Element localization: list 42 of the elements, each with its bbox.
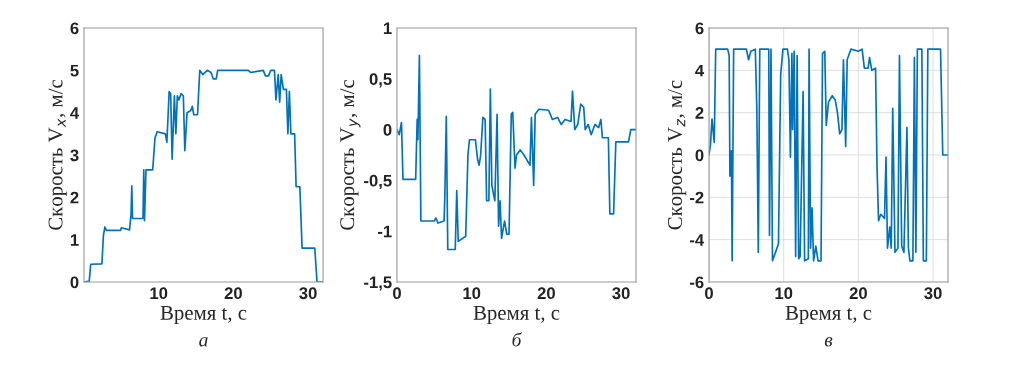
x-tick-label: 10 bbox=[463, 287, 481, 300]
y-tick-label: -1 bbox=[377, 225, 392, 238]
y-axis-title: Скорость V$_{z}$, м/с bbox=[668, 80, 687, 230]
text: а bbox=[199, 337, 208, 347]
y-tick-label: 0 bbox=[695, 149, 704, 162]
y-tick-label: 5 bbox=[70, 64, 79, 77]
x-tick-label: 30 bbox=[924, 287, 942, 300]
y-axis-title: Скорость V$_{y}$, м/с bbox=[340, 79, 361, 230]
y-tick-label: 6 bbox=[695, 22, 704, 35]
y-tick-label: 0 bbox=[383, 124, 392, 136]
y-tick-label: -4 bbox=[689, 234, 705, 246]
y-tick-label: -0,5 bbox=[364, 174, 392, 190]
x-tick-label: 10 bbox=[775, 287, 793, 300]
y-tick-label: 1 bbox=[70, 234, 79, 246]
x-axis-title: Время t, с bbox=[160, 305, 247, 325]
x-axis-title: Время t, с bbox=[473, 305, 560, 325]
x-tick-label: 10 bbox=[150, 287, 168, 300]
x-tick-label: 0 bbox=[705, 287, 713, 300]
x-tick-label: 0 bbox=[393, 287, 401, 300]
y-tick-label: 4 bbox=[695, 64, 705, 77]
y-tick-label: -2 bbox=[689, 191, 704, 204]
x-tick-label: 20 bbox=[537, 287, 555, 300]
x-tick-label: 20 bbox=[224, 287, 242, 300]
y-tick-label: -6 bbox=[689, 276, 704, 289]
y-tick-label: 2 bbox=[695, 107, 704, 119]
text: в bbox=[824, 337, 833, 347]
y-tick-label: 1 bbox=[383, 22, 392, 35]
x-tick-label: 30 bbox=[299, 287, 317, 300]
y-axis-title: Скорость V$_{x}$, м/с bbox=[48, 79, 67, 230]
text: б bbox=[512, 332, 522, 347]
y-tick-label: 4 bbox=[70, 107, 80, 119]
y-tick-label: 2 bbox=[70, 191, 79, 204]
y-tick-label: 0 bbox=[70, 276, 79, 289]
y-tick-label: 0,5 bbox=[369, 73, 392, 88]
x-axis-title: Время t, с bbox=[785, 305, 872, 325]
y-tick-label: 6 bbox=[70, 22, 79, 35]
x-tick-label: 20 bbox=[849, 287, 867, 300]
line-series bbox=[397, 54, 636, 251]
y-tick-label: 3 bbox=[70, 149, 79, 162]
x-tick-label: 30 bbox=[612, 287, 630, 300]
y-tick-label: -1,5 bbox=[364, 276, 392, 291]
line-series bbox=[709, 48, 948, 262]
